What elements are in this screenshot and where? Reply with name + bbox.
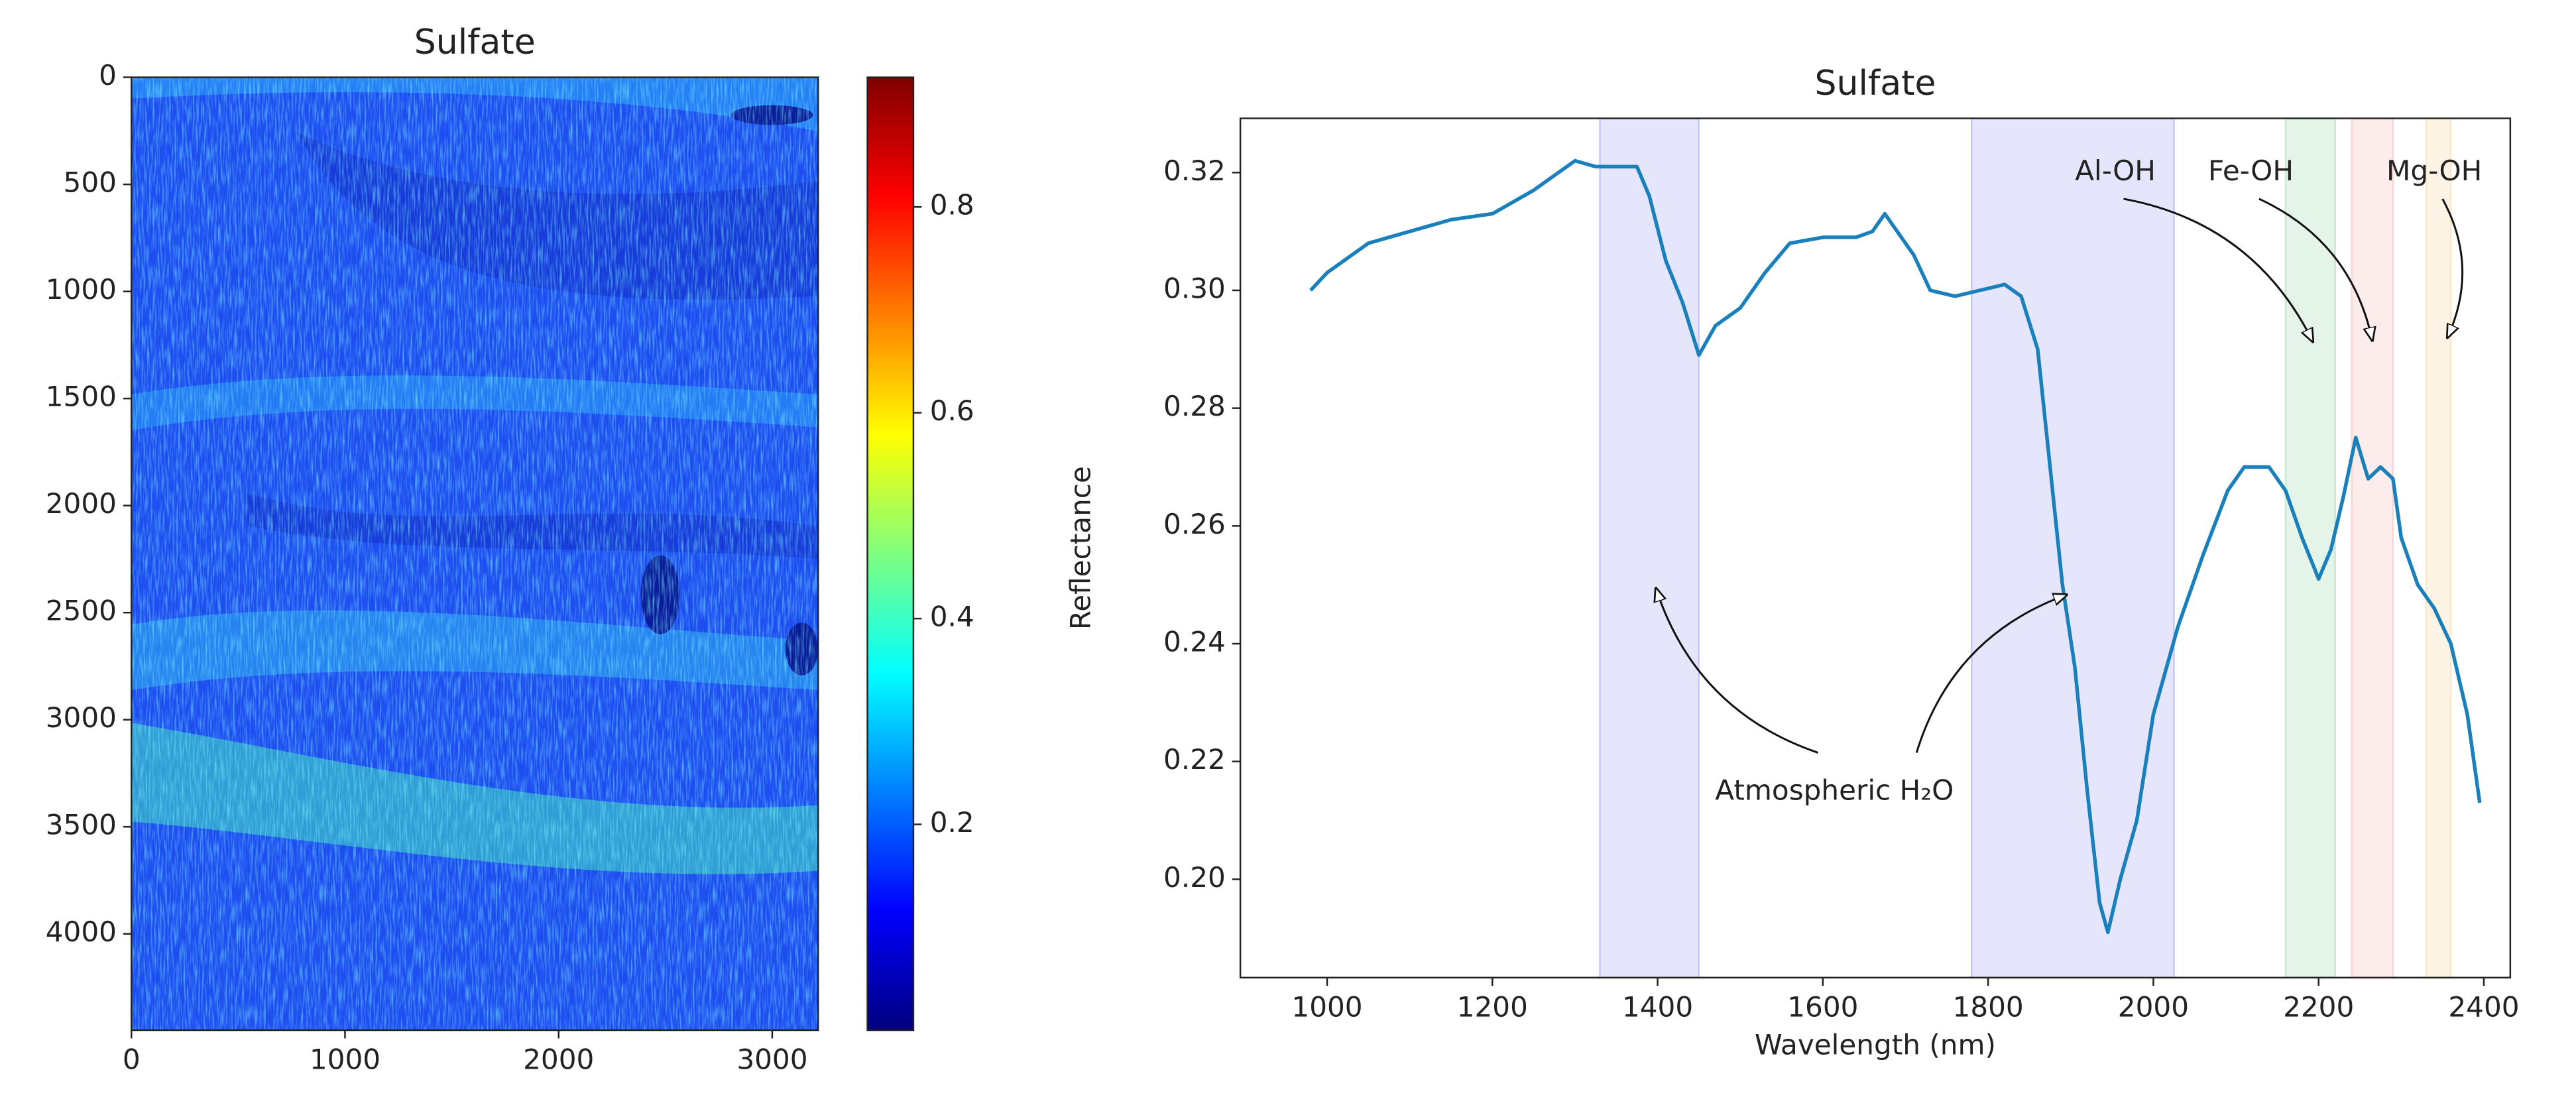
x-tick-label: 1600: [1787, 990, 1858, 1023]
annotation-arrow: [2123, 198, 2313, 341]
y-tick-label: 3000: [46, 701, 117, 734]
x-tick-label: 2400: [2448, 990, 2519, 1023]
colorbar-tick-label: 0.4: [930, 601, 974, 633]
annotation: Fe-OH: [2208, 154, 2294, 187]
x-tick-label: 0: [123, 1043, 141, 1076]
y-tick-label: 2000: [46, 487, 117, 520]
x-tick-label: 2000: [523, 1043, 594, 1076]
x-tick-label: 3000: [736, 1043, 807, 1076]
x-tick-label: 1200: [1457, 990, 1528, 1023]
chart-title: Sulfate: [414, 23, 536, 62]
annotation-arrow: [2441, 198, 2464, 337]
annotation-arrow: [1915, 595, 2066, 753]
y-tick-label: 3500: [46, 809, 117, 841]
annotation: Mg-OH: [2386, 154, 2482, 187]
heatmap-image: [131, 77, 819, 1031]
band: [2351, 117, 2394, 978]
x-tick-label: 1800: [1953, 990, 2024, 1023]
colorbar-tick-label: 0.2: [930, 806, 974, 839]
plot-frame: [1239, 117, 2512, 978]
y-tick-label: 0.30: [1163, 272, 1226, 304]
colorbar-tick-label: 0.8: [930, 189, 974, 221]
y-tick-label: 0.32: [1163, 154, 1226, 187]
y-tick-label: 0: [99, 59, 117, 91]
band: [1970, 117, 2175, 978]
y-tick-label: 0.24: [1163, 626, 1226, 658]
x-tick-label: 1000: [310, 1043, 381, 1076]
x-tick-label: 1000: [1291, 990, 1362, 1023]
y-axis-label: Reflectance: [1065, 466, 1097, 630]
y-tick-label: 2500: [46, 595, 117, 627]
y-tick-label: 0.26: [1163, 508, 1226, 540]
series-line: [1309, 158, 2482, 935]
x-tick-label: 2200: [2283, 990, 2354, 1023]
chart-title: Sulfate: [1814, 64, 1936, 103]
y-tick-label: 0.22: [1163, 743, 1226, 776]
annotation-arrow: [1656, 589, 1819, 754]
y-tick-label: 1000: [46, 273, 117, 306]
colorbar-tick-label: 0.6: [930, 394, 974, 427]
annotation: Atmospheric H₂O: [1715, 774, 1954, 806]
y-tick-label: 0.20: [1163, 861, 1226, 894]
x-tick-label: 2000: [2118, 990, 2189, 1023]
y-tick-label: 1500: [46, 381, 117, 413]
y-tick-label: 0.28: [1163, 390, 1226, 422]
y-tick-label: 500: [64, 166, 117, 199]
plot-frame: [131, 76, 819, 1031]
band: [2425, 117, 2452, 978]
band: [1599, 117, 1700, 978]
colorbar: [866, 76, 915, 1031]
x-axis-label: Wavelength (nm): [1755, 1028, 1996, 1061]
annotation-arrow: [2258, 198, 2372, 341]
annotation: Al-OH: [2075, 154, 2156, 187]
x-tick-label: 1400: [1622, 990, 1693, 1023]
y-tick-label: 4000: [46, 915, 117, 948]
